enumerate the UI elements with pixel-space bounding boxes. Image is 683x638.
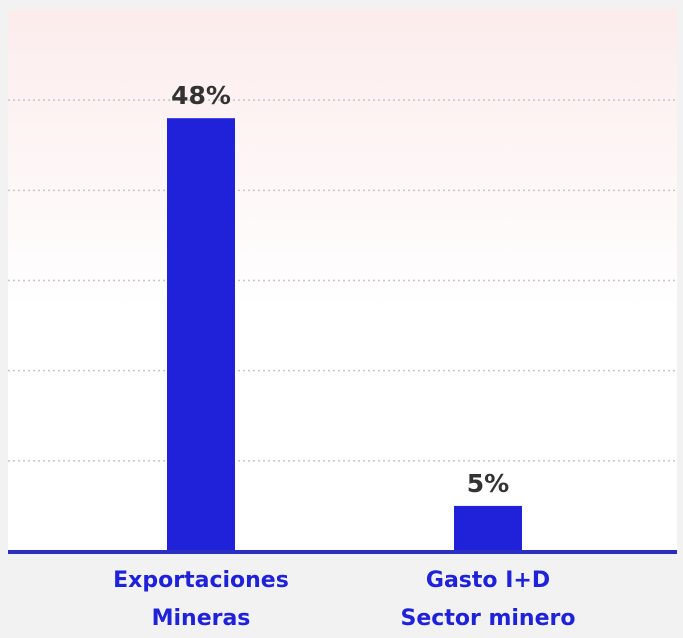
bar [454, 505, 522, 551]
category-label-line: Mineras [151, 606, 251, 631]
bar-value-label: 5% [467, 469, 509, 498]
bar [167, 118, 235, 551]
category-label-line: Exportaciones [113, 568, 289, 593]
category-label-gasto-id: Gasto I+D Sector minero [368, 562, 608, 638]
bar-value-label: 48% [171, 81, 231, 110]
category-label-line: Sector minero [400, 606, 576, 631]
gridlines [8, 99, 677, 462]
category-label-line: Gasto I+D [425, 568, 551, 593]
bars [167, 118, 522, 551]
category-label-exportaciones-mineras: Exportaciones Mineras [81, 562, 321, 638]
value-labels: 48% 5% [171, 81, 509, 498]
